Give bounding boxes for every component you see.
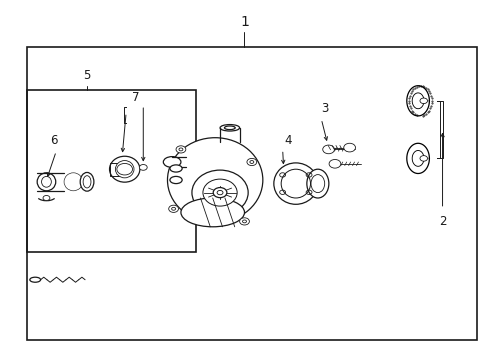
Circle shape	[419, 156, 427, 161]
Ellipse shape	[64, 173, 82, 191]
Text: 5: 5	[83, 69, 91, 82]
Circle shape	[328, 159, 340, 168]
Point	[420, 84, 427, 90]
Ellipse shape	[115, 161, 134, 178]
Ellipse shape	[83, 176, 91, 188]
Circle shape	[239, 218, 249, 225]
Point	[418, 83, 426, 89]
Circle shape	[217, 190, 223, 195]
Point	[425, 108, 432, 113]
Text: 3: 3	[321, 102, 328, 114]
Point	[406, 105, 414, 111]
Circle shape	[419, 98, 427, 104]
Ellipse shape	[163, 157, 181, 167]
Point	[405, 93, 413, 99]
Circle shape	[242, 220, 246, 223]
Point	[412, 112, 420, 118]
Point	[407, 88, 415, 94]
Ellipse shape	[191, 170, 248, 215]
Ellipse shape	[203, 179, 237, 206]
Circle shape	[343, 143, 355, 152]
Text: 1: 1	[240, 15, 248, 28]
Ellipse shape	[30, 277, 41, 282]
Ellipse shape	[80, 172, 94, 191]
Circle shape	[139, 165, 147, 170]
Ellipse shape	[167, 138, 263, 222]
Bar	[27, 90, 195, 252]
Polygon shape	[411, 150, 423, 166]
Circle shape	[43, 195, 50, 201]
Circle shape	[322, 145, 334, 154]
Bar	[27, 47, 476, 340]
Ellipse shape	[109, 156, 140, 182]
Point	[414, 83, 422, 89]
Polygon shape	[406, 143, 428, 174]
Point	[423, 109, 431, 115]
Circle shape	[176, 146, 185, 153]
Ellipse shape	[224, 126, 235, 130]
Point	[416, 83, 424, 89]
Text: 6: 6	[50, 134, 58, 147]
Point	[427, 103, 434, 109]
Circle shape	[168, 205, 178, 212]
Circle shape	[117, 163, 132, 175]
Point	[427, 95, 435, 101]
Polygon shape	[406, 86, 428, 116]
Circle shape	[171, 207, 175, 210]
Point	[412, 84, 420, 90]
Ellipse shape	[37, 173, 56, 191]
Ellipse shape	[220, 125, 239, 131]
Point	[405, 95, 412, 101]
Point	[427, 98, 435, 104]
Ellipse shape	[41, 176, 51, 187]
Ellipse shape	[306, 169, 328, 198]
Point	[418, 113, 426, 118]
Text: 4: 4	[284, 134, 292, 147]
Point	[405, 100, 412, 106]
Ellipse shape	[181, 198, 244, 227]
Ellipse shape	[169, 165, 182, 172]
Circle shape	[249, 161, 253, 163]
Point	[410, 111, 418, 117]
Ellipse shape	[273, 163, 317, 204]
Ellipse shape	[169, 176, 182, 184]
Point	[407, 108, 415, 113]
Point	[410, 85, 418, 91]
Point	[426, 105, 433, 111]
Point	[427, 100, 435, 106]
Point	[406, 90, 414, 96]
Text: 2: 2	[438, 215, 446, 228]
Point	[423, 86, 431, 92]
Point	[427, 93, 434, 99]
Point	[426, 90, 433, 96]
Text: 7: 7	[132, 91, 140, 104]
Circle shape	[246, 158, 256, 166]
Point	[405, 103, 413, 109]
Point	[408, 109, 416, 115]
Circle shape	[179, 148, 183, 151]
Point	[422, 111, 429, 117]
Circle shape	[213, 188, 226, 198]
Bar	[110, 163, 127, 176]
Polygon shape	[411, 93, 423, 109]
Point	[408, 86, 416, 92]
Point	[422, 85, 429, 91]
Point	[425, 88, 432, 94]
Point	[420, 112, 427, 118]
Point	[405, 98, 412, 104]
